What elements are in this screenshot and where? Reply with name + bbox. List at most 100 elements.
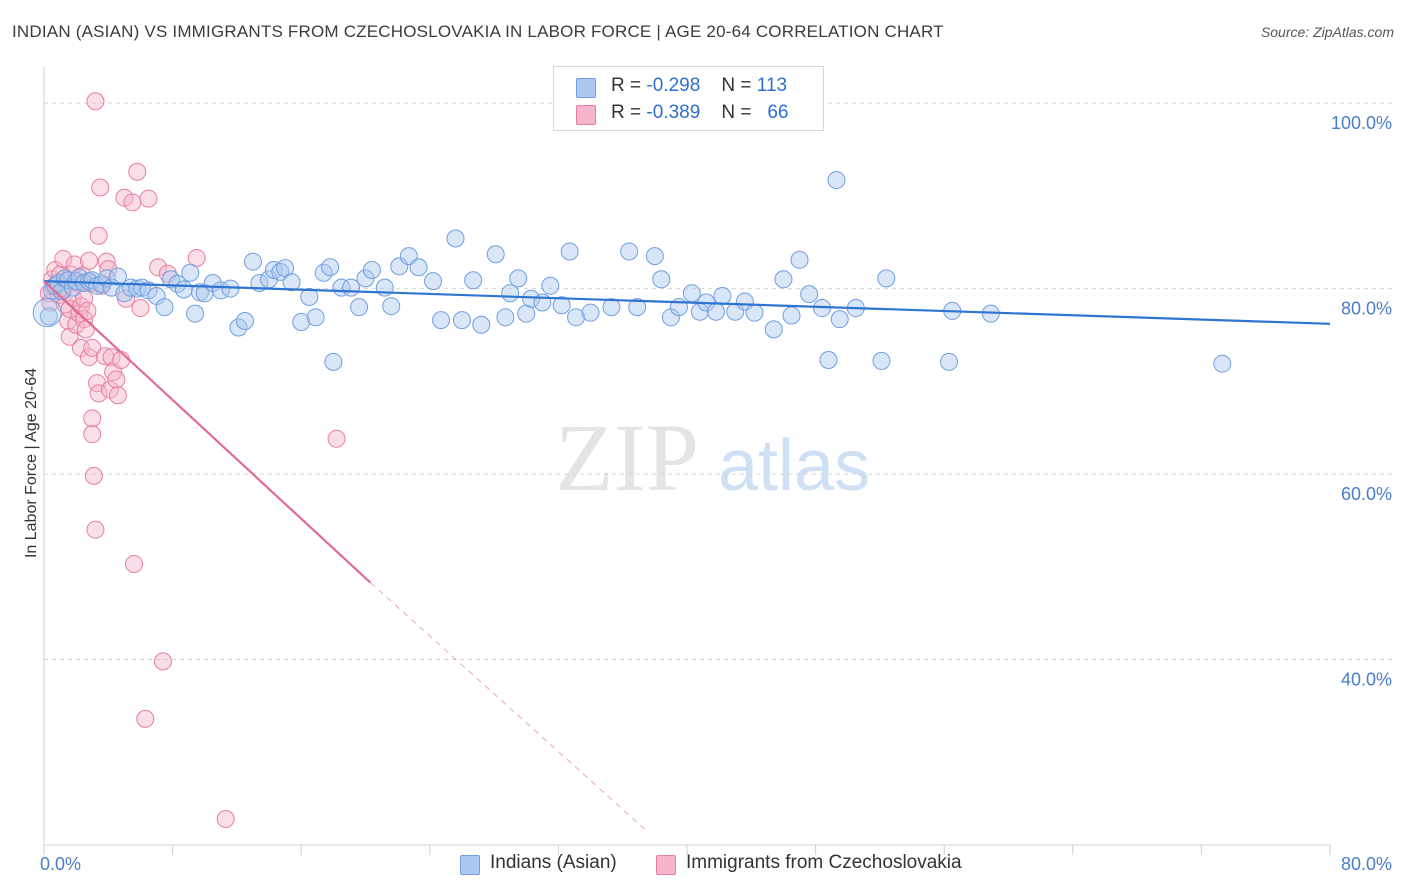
czechoslovakia-point: [75, 289, 94, 308]
czechoslovakia-trend-extension: [369, 582, 648, 832]
czechoslovakia-point: [327, 429, 346, 448]
czechoslovakia-point: [131, 299, 150, 318]
indians-point: [464, 271, 483, 290]
indians-point: [581, 303, 600, 322]
czechoslovakia-point: [149, 258, 168, 277]
indians-point: [243, 252, 262, 271]
y-tick-label: 40.0%: [1341, 670, 1392, 690]
indians-point: [324, 352, 343, 371]
legend-n-value: 113: [756, 75, 788, 96]
indians-point: [652, 270, 671, 289]
indians-point: [602, 298, 621, 317]
watermark-zip: ZIP: [555, 404, 699, 511]
indians-point: [382, 297, 401, 316]
indians-point: [706, 302, 725, 321]
legend-n-label: N =: [721, 102, 752, 123]
indians-point: [628, 298, 647, 317]
czechoslovakia-point: [78, 301, 97, 320]
trend-lines-over: [43, 280, 1331, 832]
indians-point: [620, 242, 639, 261]
indians-point: [682, 284, 701, 303]
indians-point: [800, 285, 819, 304]
indians-point: [774, 270, 793, 289]
indians-point: [174, 280, 193, 299]
x-tick-label-min: 0.0%: [40, 854, 81, 874]
indians-point: [567, 308, 586, 327]
czechoslovakia-point: [128, 162, 147, 181]
czechoslovakia-trend-line: [43, 280, 372, 584]
czechoslovakia-point: [83, 425, 102, 444]
legend: R = -0.298 N = 113 R = -0.389 N = 66: [553, 66, 824, 131]
indians-point: [350, 298, 369, 317]
indians-point: [108, 267, 127, 286]
indians-point: [501, 284, 520, 303]
indians-point: [819, 350, 838, 369]
indians-point: [486, 245, 505, 264]
legend-r-value: -0.389: [646, 102, 701, 123]
series-czechoslovakia-points: [39, 92, 346, 829]
watermark-atlas: atlas: [718, 426, 870, 506]
indians-point: [496, 308, 515, 327]
indians-point: [509, 269, 528, 288]
czechoslovakia-point: [125, 555, 144, 574]
czechoslovakia-point: [187, 248, 206, 267]
indians-point: [830, 310, 849, 329]
czechoslovakia-point: [80, 251, 99, 270]
czechoslovakia-point: [107, 370, 126, 389]
indians-point: [872, 351, 891, 370]
legend-r-value: -0.298: [646, 75, 701, 96]
y-tick-label: 60.0%: [1341, 484, 1392, 504]
czechoslovakia-point: [83, 338, 102, 357]
indians-point: [452, 311, 471, 330]
indians-point: [552, 296, 571, 315]
czechoslovakia-point: [123, 193, 142, 212]
indians-point: [362, 261, 381, 280]
source-label: Source: ZipAtlas.com: [1260, 24, 1394, 40]
x-tick-label-max: 80.0%: [1341, 854, 1392, 874]
y-tick-label: 100.0%: [1331, 113, 1392, 133]
y-tick-label: 80.0%: [1341, 299, 1392, 319]
czechoslovakia-point: [153, 652, 172, 671]
tick-labels: 40.0% 60.0% 80.0% 100.0% 0.0% 80.0%: [40, 113, 1392, 874]
indians-point: [161, 270, 180, 289]
indians-point: [271, 262, 290, 281]
czechoslovakia-point: [89, 226, 108, 245]
indians-point: [827, 171, 846, 190]
indians-point: [1213, 354, 1232, 373]
indians-point: [229, 318, 248, 337]
legend-swatch-pink: [576, 105, 596, 125]
czechoslovakia-point: [83, 409, 102, 428]
legend-swatch-blue: [460, 855, 480, 875]
indians-point: [39, 307, 58, 326]
indians-point: [560, 242, 579, 261]
indians-point: [235, 312, 254, 331]
czechoslovakia-point: [139, 189, 158, 208]
indians-point: [541, 276, 560, 295]
legend-n-label: N =: [721, 75, 752, 96]
czechoslovakia-point: [112, 350, 131, 369]
czechoslovakia-point: [216, 810, 235, 829]
indians-point: [342, 278, 361, 297]
indians-trend-line: [43, 280, 1331, 325]
legend-swatch-blue: [576, 78, 596, 98]
czechoslovakia-point: [89, 384, 108, 403]
czechoslovakia-point: [136, 709, 155, 728]
gridlines: [44, 102, 1392, 661]
indians-point: [83, 271, 102, 290]
series-indians-points: [32, 171, 1232, 373]
indians-point: [432, 311, 451, 330]
indians-point: [424, 272, 443, 291]
indians-point: [645, 247, 664, 266]
legend-swatch-pink: [656, 855, 676, 875]
indians-point: [764, 320, 783, 339]
indians-point: [446, 229, 465, 248]
czechoslovakia-point: [86, 92, 105, 111]
indians-point: [877, 269, 896, 288]
czechoslovakia-point: [86, 520, 105, 539]
indians-point: [790, 250, 809, 269]
indians-point: [517, 304, 536, 323]
axes: [43, 66, 1331, 855]
indians-point: [282, 273, 301, 292]
indians-point: [300, 287, 319, 306]
legend-r-label: R =: [611, 102, 642, 123]
